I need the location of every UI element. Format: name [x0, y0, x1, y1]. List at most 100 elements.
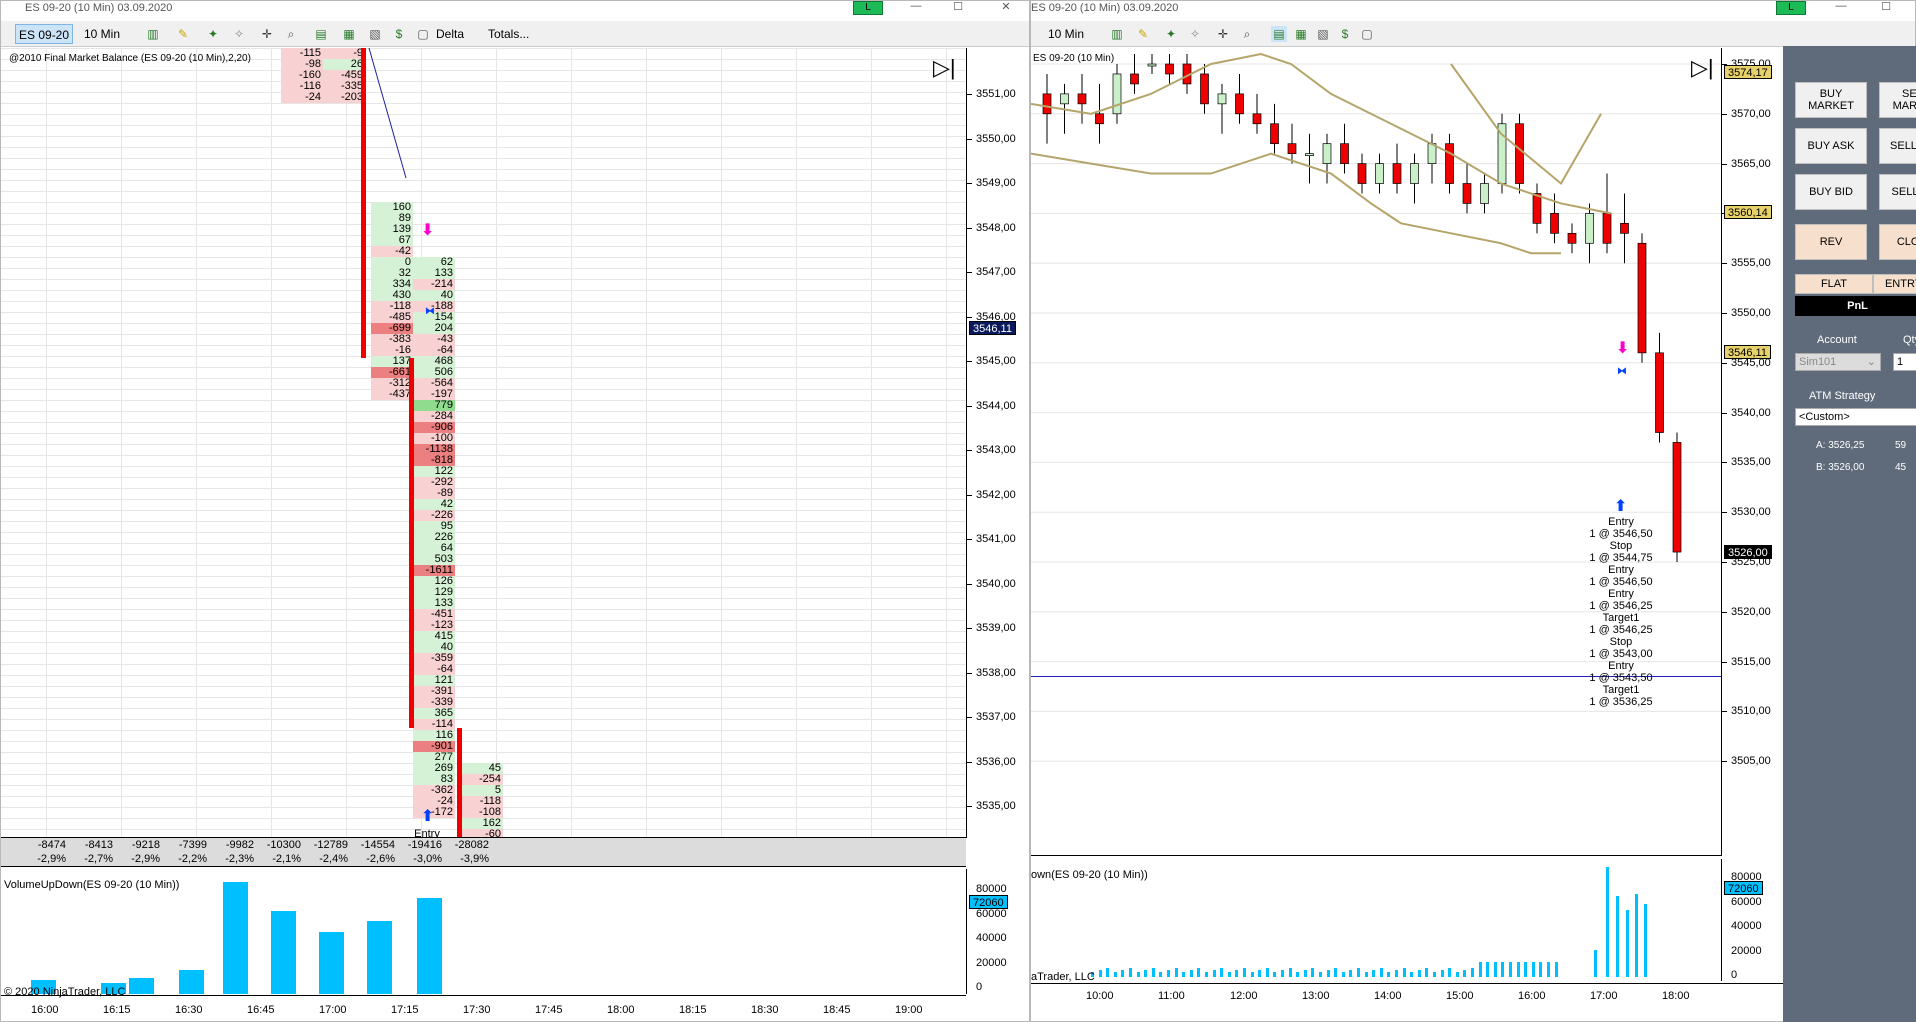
right-zoom-icon[interactable]: ⌕ [1243, 27, 1251, 41]
right-dollar-icon[interactable]: $ [1341, 27, 1349, 41]
left-toolbar: ES 09-20 10 Min ▥ ✎ ✦ ✧ ⌕ ✛ ▤ ▦ ▧ $ ▢ De… [1, 21, 1029, 47]
right-maximize-button[interactable]: ☐ [1881, 1, 1891, 13]
volume-bar [31, 980, 56, 994]
entry-button[interactable]: ENTRY [1873, 274, 1916, 294]
sell-bid-button[interactable]: SELL BID [1879, 174, 1916, 210]
buy-market-button[interactable]: BUY MARKET [1795, 82, 1867, 118]
left-maximize-button[interactable]: ☐ [953, 1, 963, 13]
totals-menu[interactable]: Totals... [488, 27, 530, 41]
execution-marker-icon: ⧓ [425, 306, 435, 317]
left-minimize-button[interactable]: — [910, 0, 922, 12]
footprint-chart-area[interactable]: -115 -98 -160 -116 -24 -9 26 -459 -335 -203 160 89 1… [1, 48, 966, 838]
magnet-icon[interactable]: ✦ [207, 27, 219, 41]
flat-button[interactable]: FLAT [1795, 274, 1873, 294]
sell-market-button[interactable]: SELL MARKET [1879, 82, 1916, 118]
buy-ask-button[interactable]: BUY ASK [1795, 128, 1867, 164]
volume-axis-label: 40000 [1731, 920, 1762, 932]
footprint-cell: 430 [371, 290, 413, 301]
price-label: 3545,00 [976, 355, 1016, 367]
order-label: Stop [1609, 540, 1633, 552]
axis-tick [967, 672, 972, 674]
price-label: 3550,00 [1731, 307, 1771, 319]
right-drawing-icon[interactable]: ✎ [1137, 27, 1149, 41]
grid-line [1, 697, 966, 698]
right-properties-icon[interactable]: ▢ [1361, 27, 1373, 41]
chart-trader-panel: BUY MARKET SELL MARKET BUY ASK SELL ASK … [1783, 46, 1916, 1022]
right-strategies-icon[interactable]: ▦ [1295, 27, 1307, 41]
volume-bar [1448, 968, 1452, 977]
candle-body [1235, 93, 1244, 115]
account-select[interactable]: Sim101 ⌄ [1795, 353, 1881, 371]
sell-ask-button[interactable]: SELL ASK [1879, 128, 1916, 164]
footprint-cell: 133 [413, 268, 455, 279]
candle-body [1637, 242, 1647, 354]
grid-line [1, 125, 966, 126]
properties-icon[interactable]: ▢ [417, 27, 429, 41]
right-magnet-icon[interactable]: ✦ [1165, 27, 1177, 41]
atm-strategy-select[interactable]: <Custom> [1795, 408, 1916, 426]
left-price-axis[interactable]: 3551,00 3550,00 3549,00 3548,00 3547,00 3546,… [966, 48, 1026, 838]
left-volume-pane[interactable] [1, 869, 966, 994]
right-minimize-button[interactable]: — [1835, 0, 1847, 12]
grid-line [1, 565, 966, 566]
dollar-icon[interactable]: $ [395, 27, 403, 41]
qty-input[interactable]: 1 [1893, 353, 1916, 371]
right-bar-type-icon[interactable]: ▥ [1111, 27, 1123, 41]
right-volume-pane[interactable] [1031, 859, 1721, 981]
right-price-axis[interactable]: 3575,003570,003565,003560,003555,003550,… [1721, 48, 1784, 856]
footprint-cell: -24 [281, 92, 323, 103]
axis-tick [967, 227, 972, 229]
footprint-cell: -214 [413, 279, 455, 290]
grid-line [1, 279, 966, 280]
right-interval-selector[interactable]: 10 Min [1048, 27, 1085, 41]
volume-bar [1182, 972, 1186, 977]
time-label: 18:00 [607, 1004, 635, 1016]
pnl-bar[interactable]: PnL [1795, 296, 1916, 316]
price-flag: 3546,11 [1724, 344, 1771, 359]
left-close-button[interactable]: ✕ [1001, 1, 1011, 13]
footprint-cell: -391 [413, 686, 455, 697]
left-link-badge[interactable]: L [853, 1, 883, 15]
volume-bar [1220, 968, 1224, 977]
zoom-icon[interactable]: ⌕ [287, 27, 295, 41]
footprint-cell: -118 [371, 301, 413, 312]
footprint-cell: -1138 [413, 444, 455, 455]
reverse-button[interactable]: REV [1795, 224, 1867, 260]
right-pin-icon[interactable]: ✧ [1189, 27, 1201, 41]
close-position-button[interactable]: CLOSE [1879, 224, 1916, 260]
volume-bar [1524, 962, 1528, 977]
bar-type-icon[interactable]: ▥ [147, 27, 159, 41]
right-scroll-end-icon[interactable]: ▷| [1691, 55, 1714, 80]
right-link-badge[interactable]: L [1776, 1, 1806, 15]
time-label: 16:00 [31, 1004, 59, 1016]
crosshair-icon[interactable]: ✛ [261, 27, 273, 41]
volume-bar [1501, 962, 1505, 977]
drawing-tool-icon[interactable]: ✎ [177, 27, 189, 41]
footprint-cell: -197 [413, 389, 455, 400]
candlestick-chart-area[interactable]: ⬇ ⬆ ⧓ Entry 1 @ 3546,50 Stop 1 @ 3544,75 Entry 1… [1031, 48, 1721, 856]
totals-percent: -2,1% [272, 853, 301, 865]
indicators-icon[interactable]: ▤ [315, 27, 327, 41]
grid-line [1, 202, 966, 203]
footprint-cell: 62 [413, 257, 455, 268]
volume-bar [1303, 970, 1307, 977]
footprint-cell: -901 [413, 741, 455, 752]
left-scroll-end-icon[interactable]: ▷| [933, 55, 956, 80]
right-crosshair-icon[interactable]: ✛ [1217, 27, 1229, 41]
delta-menu[interactable]: Delta [436, 27, 465, 41]
left-volume-axis: 80000 60000 40000 20000 0 72060 [966, 869, 1026, 994]
candle-body [1165, 63, 1174, 75]
buy-bid-button[interactable]: BUY BID [1795, 174, 1867, 210]
grid-line [496, 48, 497, 838]
templates-icon[interactable]: ▧ [369, 27, 381, 41]
price-label: 3515,00 [1731, 655, 1771, 668]
order-label: Entry [1608, 516, 1634, 528]
time-label: 16:00 [1518, 990, 1546, 1002]
interval-selector[interactable]: 10 Min [84, 27, 121, 41]
pin-icon[interactable]: ✧ [233, 27, 245, 41]
strategies-icon[interactable]: ▦ [343, 27, 355, 41]
footprint-cell: 204 [413, 323, 455, 334]
instrument-selector[interactable]: ES 09-20 [15, 24, 74, 44]
right-indicators-icon[interactable]: ▤ [1271, 26, 1287, 42]
right-templates-icon[interactable]: ▧ [1317, 27, 1329, 41]
